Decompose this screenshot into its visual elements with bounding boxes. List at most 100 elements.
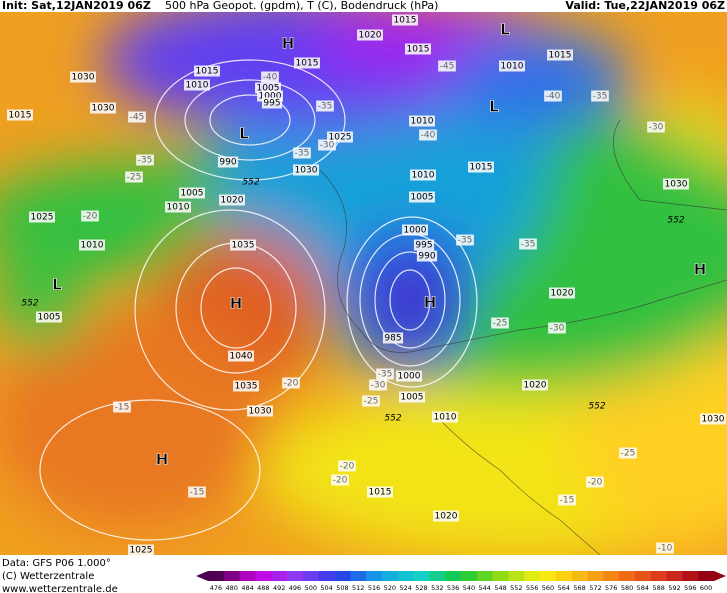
pressure-label: 1010 bbox=[411, 117, 434, 127]
colorbar-label: 540 bbox=[463, 584, 475, 592]
colorbar-label: 548 bbox=[494, 584, 506, 592]
pressure-label-box bbox=[90, 102, 116, 114]
temperature-label: -20 bbox=[83, 212, 98, 222]
temperature-label: -35 bbox=[521, 240, 536, 250]
colorbar-cell bbox=[334, 571, 351, 581]
colorbar-label: 520 bbox=[384, 584, 396, 592]
pressure-label-box bbox=[410, 169, 436, 181]
pressure-label-box bbox=[194, 65, 220, 77]
temperature-label-box bbox=[558, 494, 576, 506]
colorbar-cell bbox=[381, 571, 399, 581]
colorbar-label: 500 bbox=[305, 584, 317, 592]
temperature-label: -30 bbox=[550, 324, 565, 334]
pressure-label: 1010 bbox=[81, 241, 104, 251]
pressure-label: 990 bbox=[219, 158, 236, 168]
temperature-label-box bbox=[125, 171, 143, 183]
pressure-label-box bbox=[184, 79, 210, 91]
temperature-label: -20 bbox=[340, 462, 355, 472]
temperature-label-box bbox=[591, 90, 609, 102]
pressure-label-box bbox=[402, 224, 428, 236]
pressure-label-box bbox=[367, 486, 393, 498]
colorbar-label: 516 bbox=[368, 584, 380, 592]
colorbar-cell bbox=[255, 571, 272, 581]
colorbar-cell bbox=[698, 571, 715, 581]
pressure-label-box bbox=[70, 71, 96, 83]
temperature-label-box bbox=[519, 238, 537, 250]
pressure-label: 1030 bbox=[295, 166, 318, 176]
pressure-label: 1025 bbox=[329, 133, 352, 143]
temperature-label-box bbox=[188, 486, 206, 498]
colorbar-label: 488 bbox=[257, 584, 269, 592]
temperature-label-box bbox=[331, 474, 349, 486]
pressure-center: L bbox=[489, 98, 499, 116]
pressure-label-box bbox=[165, 201, 191, 213]
temperature-label-box bbox=[619, 447, 637, 459]
map-field bbox=[0, 12, 727, 555]
pressure-label: 1020 bbox=[221, 196, 244, 206]
pressure-label: 1020 bbox=[359, 31, 382, 41]
temperature-label-box bbox=[548, 322, 566, 334]
pressure-center: H bbox=[230, 295, 243, 313]
colorbar-label: 504 bbox=[320, 584, 332, 592]
pressure-label-box bbox=[36, 311, 62, 323]
pressure-center: H bbox=[424, 294, 437, 312]
pressure-label: 1030 bbox=[665, 180, 688, 190]
website: www.wetterzentrale.de bbox=[2, 584, 118, 593]
temperature-label: -15 bbox=[560, 496, 575, 506]
pressure-label-box bbox=[247, 405, 273, 417]
pressure-label: 1000 bbox=[259, 92, 282, 102]
pressure-label-box bbox=[392, 14, 418, 26]
temperature-label: -20 bbox=[588, 478, 603, 488]
colorbar-cell bbox=[492, 571, 509, 581]
pressure-label: 1005 bbox=[257, 84, 280, 94]
colorbar-label: 600 bbox=[700, 584, 712, 592]
init-time: Init: Sat,12JAN2019 06Z bbox=[2, 0, 151, 12]
pressure-center: H bbox=[282, 35, 295, 53]
pressure-label: 990 bbox=[418, 252, 435, 262]
colorbar-label: 564 bbox=[558, 584, 570, 592]
pressure-label-box bbox=[549, 287, 575, 299]
pressure-label-box bbox=[405, 43, 431, 55]
map-title: 500 hPa Geopot. (gpdm), T (C), Bodendruc… bbox=[165, 0, 438, 12]
temperature-label: -45 bbox=[130, 113, 145, 123]
colorbar-cell bbox=[666, 571, 683, 581]
pressure-center: H bbox=[694, 261, 707, 279]
pressure-label-box bbox=[499, 60, 525, 72]
temperature-label: -15 bbox=[115, 403, 130, 413]
pressure-label-box bbox=[416, 250, 438, 262]
pressure-label-box bbox=[522, 379, 548, 391]
colorbar-cell bbox=[650, 571, 668, 581]
colorbar-cell bbox=[476, 571, 494, 581]
pressure-label-box bbox=[409, 115, 435, 127]
pressure-label-box bbox=[293, 164, 319, 176]
contour-label: 552 bbox=[384, 414, 401, 424]
pressure-label-box bbox=[409, 191, 435, 203]
temperature-label: -30 bbox=[649, 123, 664, 133]
pressure-label: 1015 bbox=[369, 488, 392, 498]
colorbar-cell bbox=[239, 571, 256, 581]
colorbar-cell bbox=[366, 571, 383, 581]
temperature-label-box bbox=[282, 377, 300, 389]
temperature-label-box bbox=[647, 121, 665, 133]
pressure-label-box bbox=[399, 391, 425, 403]
temperature-label-box bbox=[456, 234, 474, 246]
colorbar-cell bbox=[571, 571, 588, 581]
temperature-label-box bbox=[128, 111, 146, 123]
pressure-label-box bbox=[233, 380, 259, 392]
colorbar-cell bbox=[287, 571, 304, 581]
colorbar-cell bbox=[508, 571, 525, 581]
colorbar-cell bbox=[634, 571, 652, 581]
colorbar-cell bbox=[429, 571, 446, 581]
temperature-label-box bbox=[438, 60, 456, 72]
temperature-label: -35 bbox=[318, 102, 333, 112]
pressure-label-box bbox=[294, 57, 320, 69]
pressure-label: 985 bbox=[384, 334, 401, 344]
temperature-label: -35 bbox=[295, 149, 310, 159]
temperature-label: -15 bbox=[190, 488, 205, 498]
valid-time: Valid: Tue,22JAN2019 06Z bbox=[565, 0, 725, 12]
temperature-label: -25 bbox=[127, 173, 142, 183]
colorbar-label: 536 bbox=[447, 584, 459, 592]
pressure-label: 1030 bbox=[72, 73, 95, 83]
pressure-label-box bbox=[327, 131, 353, 143]
pressure-label-box bbox=[255, 82, 281, 94]
